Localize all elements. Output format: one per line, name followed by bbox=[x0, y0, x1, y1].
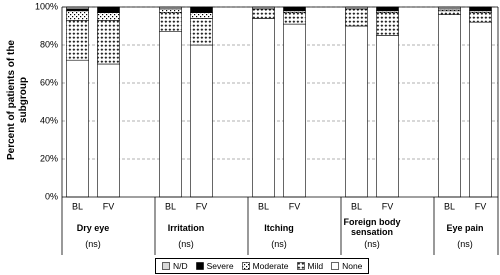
bar-segment bbox=[438, 10, 461, 15]
bar-segment bbox=[190, 44, 213, 198]
group-label: Irritation bbox=[167, 223, 205, 233]
bar-segment bbox=[159, 8, 182, 13]
bar-segment bbox=[469, 6, 492, 12]
x-tick-label: FV bbox=[103, 201, 115, 211]
x-tick-label: FV bbox=[289, 201, 301, 211]
bar-segment bbox=[97, 6, 120, 13]
group-note: (ns) bbox=[178, 239, 194, 249]
y-tick-label: 60% bbox=[40, 77, 58, 87]
group-note: (ns) bbox=[85, 239, 101, 249]
legend-swatch bbox=[296, 262, 305, 270]
legend-label: Mild bbox=[307, 261, 324, 271]
bar-segment bbox=[283, 12, 306, 25]
group-note: (ns) bbox=[457, 239, 473, 249]
x-tick-label: BL bbox=[165, 201, 176, 211]
y-tick-label: 20% bbox=[40, 153, 58, 163]
group-label: Foreign body sensation bbox=[343, 217, 401, 237]
y-tick-label: 40% bbox=[40, 115, 58, 125]
bar-segment bbox=[97, 12, 120, 21]
y-tick-label: 80% bbox=[40, 39, 58, 49]
legend-item: Mild bbox=[296, 261, 324, 271]
group-note: (ns) bbox=[271, 239, 287, 249]
bar-segment bbox=[190, 6, 213, 13]
bar-segment bbox=[283, 23, 306, 198]
bar-segment bbox=[469, 21, 492, 198]
x-tick-label: BL bbox=[72, 201, 83, 211]
bar-segment bbox=[283, 6, 306, 12]
bar-segment bbox=[345, 25, 368, 198]
group-label: Itching bbox=[264, 223, 294, 233]
legend-item: Moderate bbox=[241, 261, 289, 271]
legend-swatch bbox=[162, 262, 170, 270]
group-label: Eye pain bbox=[446, 223, 484, 233]
plot: 0% 20% 40% 60% 80% 100% BL FV BL FV BL FV BL FV BL FV bbox=[35, 1, 499, 255]
bar-segment bbox=[252, 18, 275, 198]
legend-item: None bbox=[331, 261, 362, 271]
bar-segment bbox=[97, 19, 120, 65]
x-tick-label: FV bbox=[382, 201, 394, 211]
x-tick-label: BL bbox=[444, 201, 455, 211]
legend-item: Severe bbox=[195, 261, 234, 271]
group-label: Dry eye bbox=[76, 223, 110, 233]
bar-segment bbox=[97, 63, 120, 198]
bar-segment bbox=[190, 18, 213, 46]
bar-segment bbox=[66, 10, 89, 21]
bar-segment bbox=[345, 8, 368, 27]
legend-label: Severe bbox=[206, 261, 234, 271]
legend-swatch bbox=[331, 262, 339, 270]
bar-segment bbox=[469, 12, 492, 23]
legend-label: Moderate bbox=[252, 261, 289, 271]
legend-swatch bbox=[195, 262, 204, 270]
legend-item: N/D bbox=[162, 261, 188, 271]
bar-segment bbox=[66, 59, 89, 198]
bar-segment bbox=[376, 6, 399, 12]
bar-segment bbox=[66, 19, 89, 61]
bar-segment bbox=[438, 14, 461, 198]
y-axis-title: Percent of patients of the subgroup bbox=[6, 40, 29, 161]
x-tick-label: BL bbox=[258, 201, 269, 211]
bar-segment bbox=[159, 12, 182, 32]
legend-swatch bbox=[241, 262, 250, 270]
x-tick-label: FV bbox=[475, 201, 487, 211]
legend-label: N/D bbox=[173, 261, 188, 271]
x-tick-label: BL bbox=[351, 201, 362, 211]
bar-segment bbox=[159, 31, 182, 198]
group-note: (ns) bbox=[364, 239, 380, 249]
legend-label: None bbox=[342, 261, 363, 271]
bar-segment bbox=[376, 35, 399, 198]
y-tick-label: 0% bbox=[45, 191, 58, 201]
y-tick-label: 100% bbox=[35, 1, 58, 11]
bar-segment bbox=[252, 8, 275, 19]
bar-segment bbox=[376, 12, 399, 36]
bar-segment bbox=[190, 12, 213, 19]
x-tick-label: FV bbox=[196, 201, 208, 211]
legend: N/D Severe Moderate Mild None bbox=[155, 258, 370, 274]
